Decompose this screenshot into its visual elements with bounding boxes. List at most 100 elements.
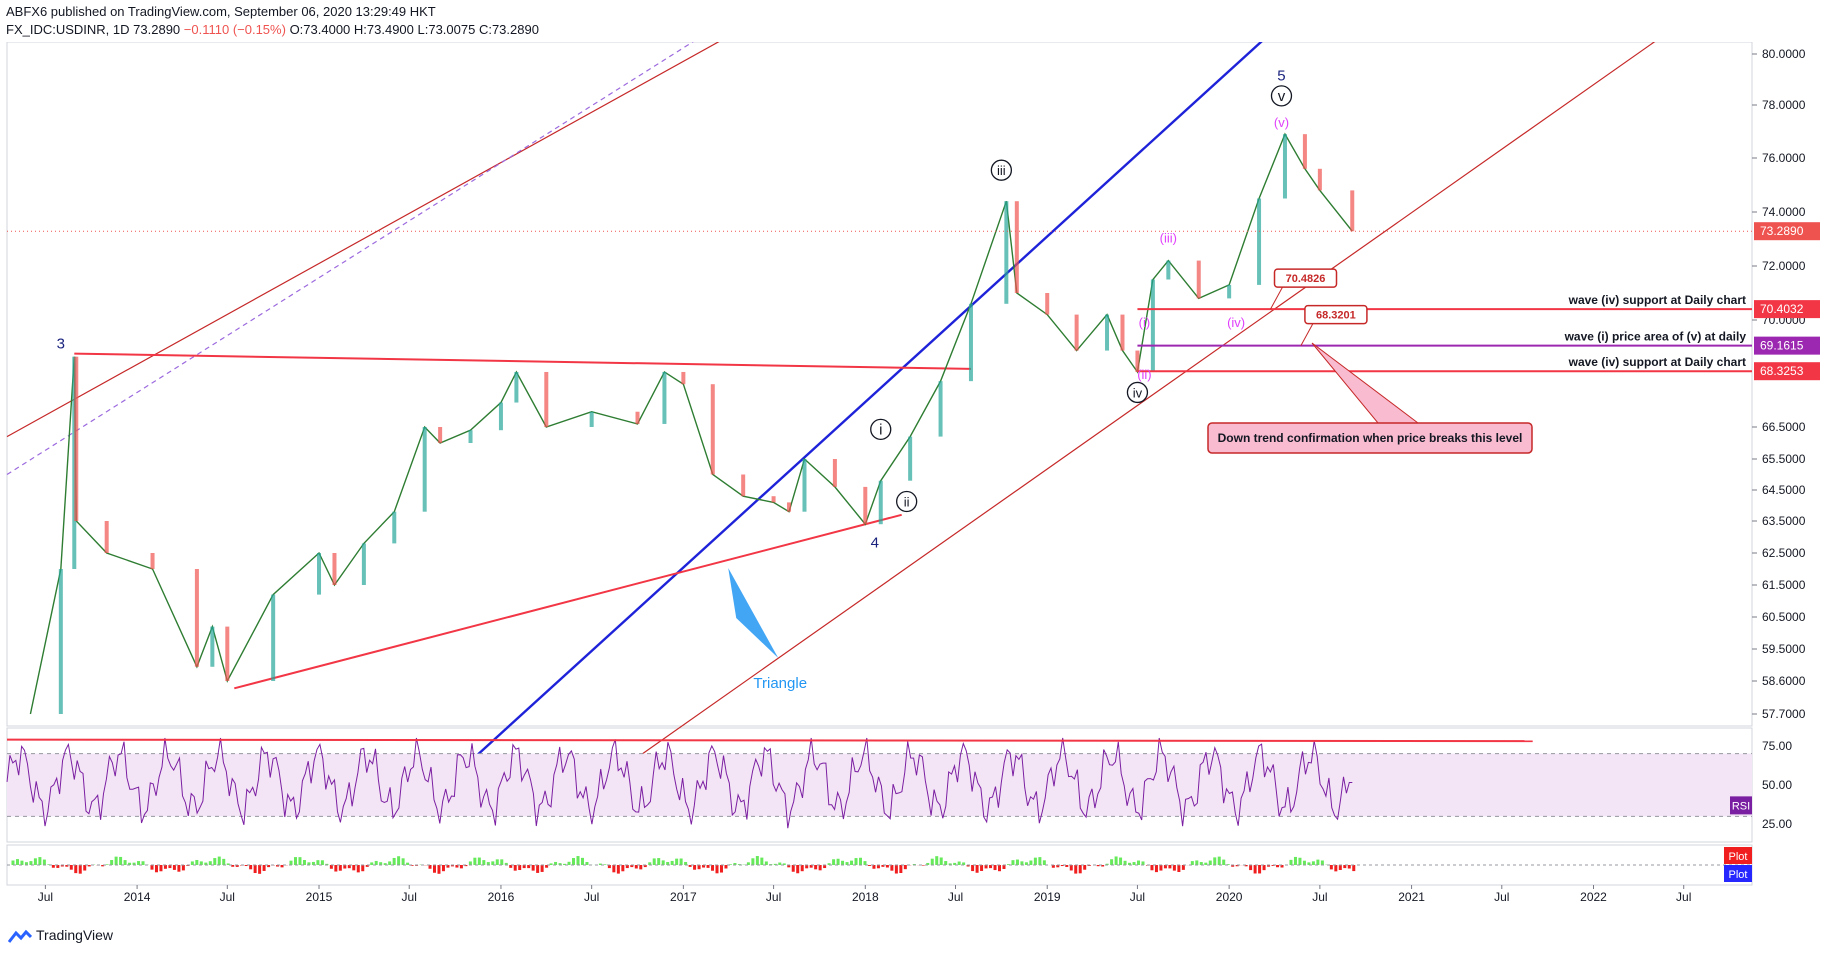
plot-bar <box>630 865 634 868</box>
price-candle <box>1105 314 1110 351</box>
plot-bar <box>625 865 629 869</box>
plot-bar <box>598 863 602 865</box>
rsi-badge <box>1730 796 1752 815</box>
plot-bar <box>1213 857 1217 865</box>
plot-bar <box>787 865 791 868</box>
plot-bar <box>643 865 647 868</box>
plot-bar <box>876 865 880 869</box>
triangle-lower-line <box>234 513 902 690</box>
plot-bar <box>168 865 172 869</box>
plot-bar <box>1078 865 1082 874</box>
x-tick-label: Jul <box>220 890 235 904</box>
plot-bar <box>374 860 378 865</box>
plot-bar <box>262 865 266 871</box>
plot-bar <box>948 863 952 865</box>
price-callout-box <box>1304 304 1368 325</box>
plot-bar <box>809 865 813 868</box>
plot-bar <box>966 865 970 867</box>
tradingview-brand[interactable]: TradingView <box>36 927 114 943</box>
plot-bar <box>244 865 248 867</box>
plot-bar <box>293 857 297 865</box>
plot-bar <box>114 856 118 865</box>
support-level-label: wave (iv) support at Daily chart <box>1568 293 1746 307</box>
plot-bar <box>724 865 728 869</box>
plot-bar <box>137 861 141 865</box>
plot-bar <box>1235 865 1239 867</box>
plot-bar <box>190 861 194 865</box>
price-candle <box>1317 168 1322 191</box>
plot-bar <box>370 862 374 865</box>
plot-bar <box>29 861 33 865</box>
price-callout-box <box>1273 268 1338 288</box>
plot-bar <box>154 865 158 873</box>
y-tick-label: 60.5000 <box>1762 610 1806 624</box>
price-candle <box>317 553 322 595</box>
plot-bar <box>1181 865 1185 870</box>
symbol-label[interactable]: FX_IDC:USDINR, 1D <box>6 22 130 37</box>
plot-bar <box>778 862 782 865</box>
plot-bar <box>1199 862 1203 865</box>
plot-bar <box>365 865 369 867</box>
plot-bar <box>706 865 710 868</box>
wave-label: 3 <box>57 336 65 353</box>
plot-bar <box>881 865 885 867</box>
plot-bar <box>110 860 114 865</box>
rsi-resistance-line <box>6 738 1533 743</box>
plot-bar <box>845 862 849 865</box>
plot-bar <box>540 865 544 872</box>
plot-bar <box>1101 865 1105 867</box>
plot-bar <box>688 865 692 867</box>
chart-header: ABFX6 published on TradingView.com, Sept… <box>0 0 1828 42</box>
plot-bar <box>805 865 809 869</box>
plot-bar <box>74 865 78 874</box>
price-candle <box>1166 260 1171 280</box>
plot-bar <box>773 863 777 865</box>
plot-bar <box>1316 859 1320 865</box>
price-candle <box>271 594 276 681</box>
plot-bar <box>666 861 670 865</box>
y-tick-label: 57.7000 <box>1762 707 1806 721</box>
price-callout-label: 70.4826 <box>1286 273 1326 285</box>
plot-bar <box>1002 865 1006 869</box>
plot-bar <box>1006 864 1010 865</box>
symbol-info: FX_IDC:USDINR, 1D 73.2890 −0.1110 (−0.15… <box>6 22 539 37</box>
plot-bar <box>24 862 28 865</box>
plot-bar <box>33 858 37 865</box>
level-price-tag-label: 68.3253 <box>1760 364 1804 378</box>
plot-bar <box>576 856 580 865</box>
plot-bar <box>823 865 827 869</box>
plot-bar <box>388 861 392 865</box>
plot-bar <box>325 863 329 865</box>
plot-bar <box>1141 861 1145 865</box>
plot-bar <box>993 865 997 871</box>
rsi-band <box>7 753 1752 817</box>
plot-bar <box>267 865 271 868</box>
plot-bar <box>975 865 979 873</box>
plot-bar <box>984 865 988 869</box>
price-candle <box>194 569 199 667</box>
plot-bar <box>397 856 401 865</box>
plot-bar <box>132 862 136 865</box>
plot-bar <box>827 863 831 865</box>
plot-bar <box>1217 856 1221 865</box>
dashed-channel-line <box>6 0 761 476</box>
plot-bar <box>832 859 836 865</box>
plot-bar <box>105 864 109 865</box>
plot-bar <box>836 858 840 865</box>
plot-bar <box>1137 860 1141 865</box>
price-candle <box>422 427 427 512</box>
plot-bar <box>468 861 472 865</box>
price-candle <box>1257 198 1262 285</box>
plot-bar <box>684 861 688 865</box>
plot-bar <box>858 857 862 865</box>
plot-badge-blue <box>1724 865 1752 882</box>
plot-bar <box>1231 865 1235 867</box>
blue-trendline <box>454 1 1306 777</box>
plot-badge-label: Plot <box>1729 851 1748 863</box>
x-tick-label: 2018 <box>852 890 879 904</box>
plot-bar <box>1015 859 1019 865</box>
plot-bar <box>1074 865 1078 874</box>
plot-bar <box>338 865 342 871</box>
tradingview-logo-icon[interactable] <box>8 929 32 945</box>
